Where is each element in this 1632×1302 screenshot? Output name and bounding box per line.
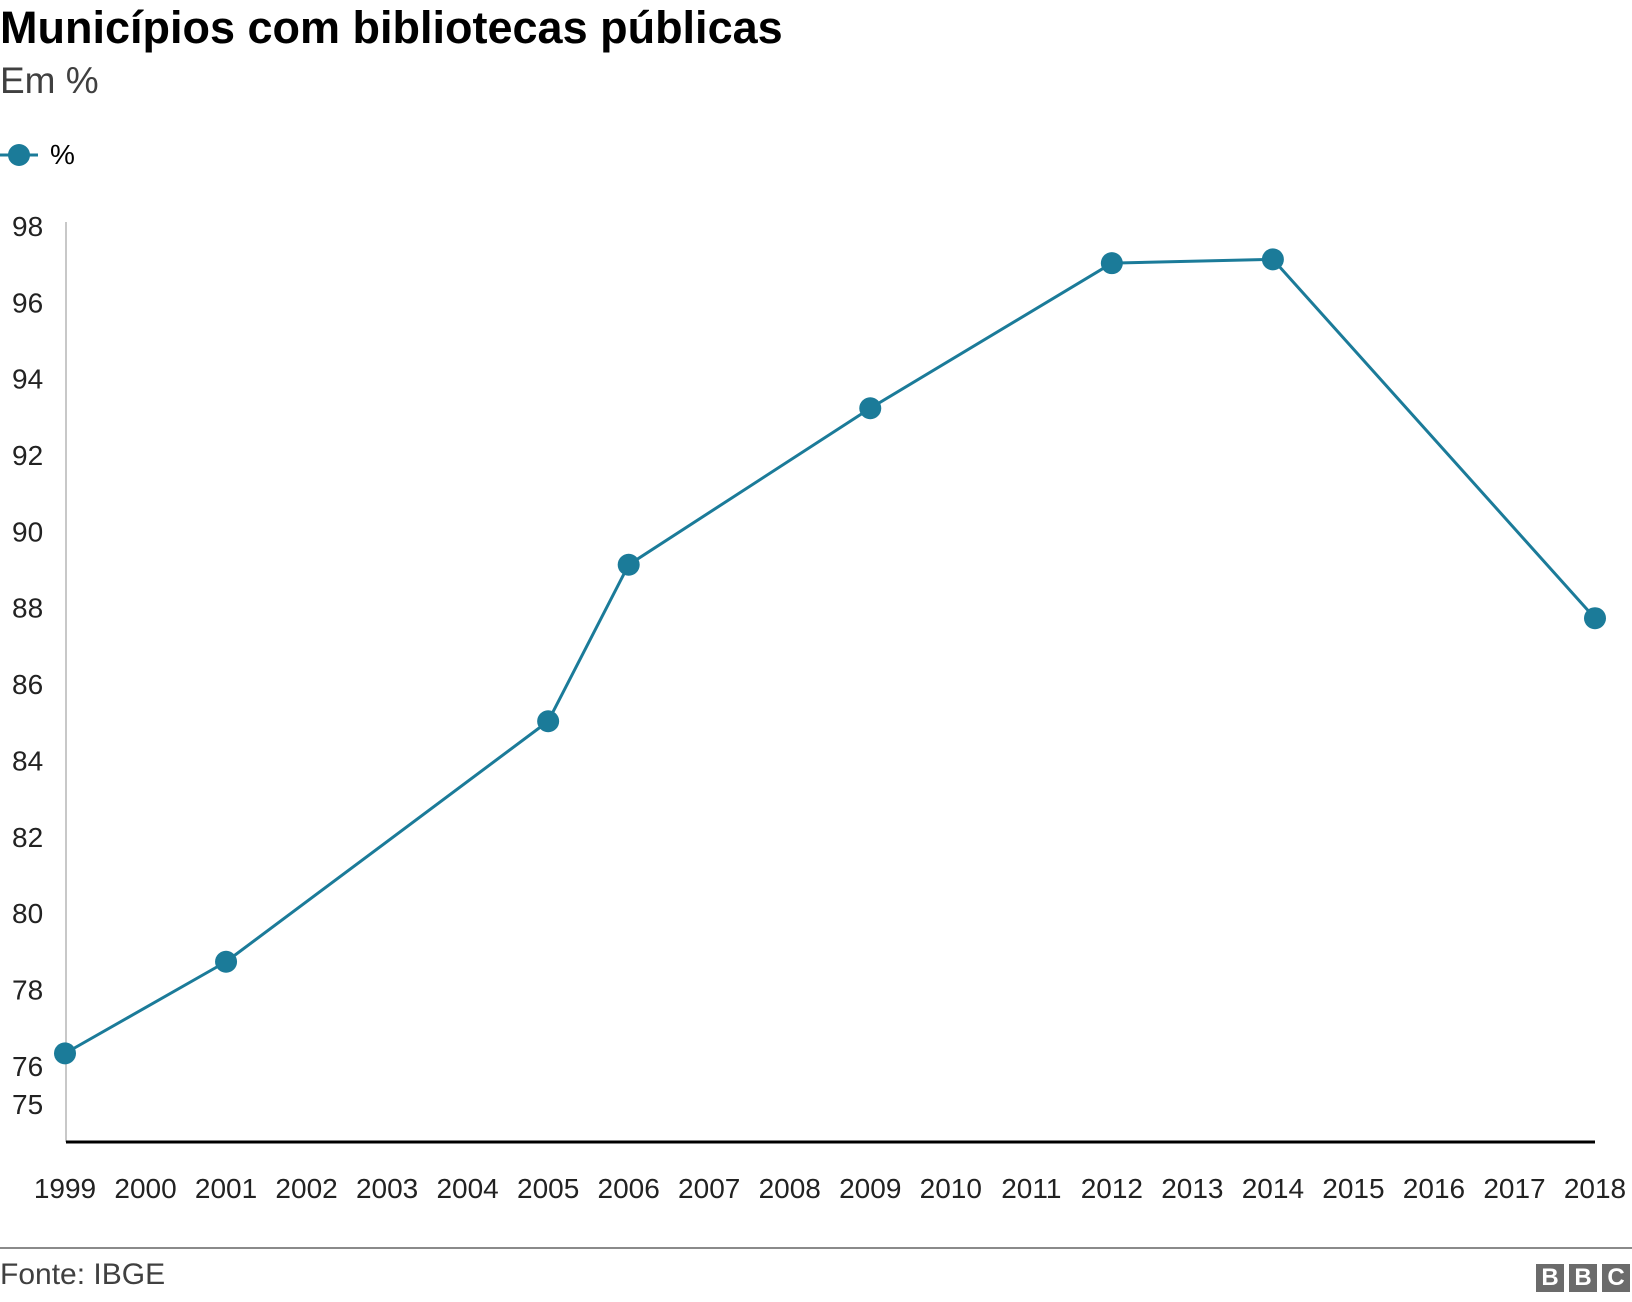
data-point [617, 553, 640, 576]
x-tick-label: 2003 [356, 1173, 418, 1204]
x-tick-label: 2012 [1081, 1173, 1143, 1204]
y-tick-label: 86 [12, 669, 43, 700]
data-point [859, 397, 882, 420]
legend-label: % [50, 139, 75, 170]
x-tick-label: 2007 [678, 1173, 740, 1204]
data-point [1261, 248, 1284, 271]
legend: % [0, 135, 75, 175]
chart-title: Municípios com bibliotecas públicas [0, 2, 783, 53]
y-tick-label: 82 [12, 822, 43, 853]
y-tick-label: 98 [12, 211, 43, 242]
source-note: Fonte: IBGE [0, 1258, 166, 1291]
y-tick-label: 96 [12, 287, 43, 318]
chart-subtitle: Em % [0, 60, 99, 101]
x-tick-label: 2002 [275, 1173, 337, 1204]
data-point [1100, 252, 1123, 275]
y-tick-label: 88 [12, 593, 43, 624]
y-tick-label: 80 [12, 898, 43, 929]
data-point [1584, 607, 1606, 630]
line-chart: 75 76 78 80 82 84 86 88 90 92 94 96 98 1999 2000 2001 20… [12, 211, 1626, 1204]
series-line [64, 257, 1597, 1055]
x-tick-label: 2000 [114, 1173, 176, 1204]
bbc-logo-letter: B [1569, 1264, 1597, 1292]
x-tick-label: 2006 [598, 1173, 660, 1204]
y-tick-label: 84 [12, 745, 43, 776]
x-tick-label: 2010 [920, 1173, 982, 1204]
x-tick-label: 2014 [1242, 1173, 1304, 1204]
x-tick-label: 2017 [1483, 1173, 1545, 1204]
x-tick-label: 1999 [34, 1173, 96, 1204]
y-tick-label: 90 [12, 516, 43, 547]
footer-divider [0, 1247, 1632, 1249]
legend-line-marker-icon [0, 144, 38, 166]
x-tick-label: 2009 [839, 1173, 901, 1204]
x-tick-label: 2005 [517, 1173, 579, 1204]
data-point [54, 1042, 76, 1065]
y-tick-label: 78 [12, 974, 43, 1005]
y-tick-label: 76 [12, 1051, 43, 1082]
x-tick-label: 2011 [1001, 1173, 1061, 1204]
y-tick-label: 92 [12, 440, 43, 471]
bbc-logo: B B C [1536, 1264, 1630, 1292]
bbc-logo-letter: C [1602, 1264, 1630, 1292]
x-tick-label: 2016 [1403, 1173, 1465, 1204]
y-tick-label: 75 [12, 1089, 43, 1120]
y-tick-label: 94 [12, 364, 43, 395]
x-tick-label: 2015 [1322, 1173, 1384, 1204]
data-point [215, 950, 238, 973]
x-tick-label: 2018 [1564, 1173, 1626, 1204]
x-tick-label: 2013 [1161, 1173, 1223, 1204]
x-tick-label: 2001 [195, 1173, 257, 1204]
bbc-logo-letter: B [1536, 1264, 1564, 1292]
data-point [537, 710, 560, 733]
x-tick-label: 2008 [759, 1173, 821, 1204]
x-tick-label: 2004 [436, 1173, 498, 1204]
